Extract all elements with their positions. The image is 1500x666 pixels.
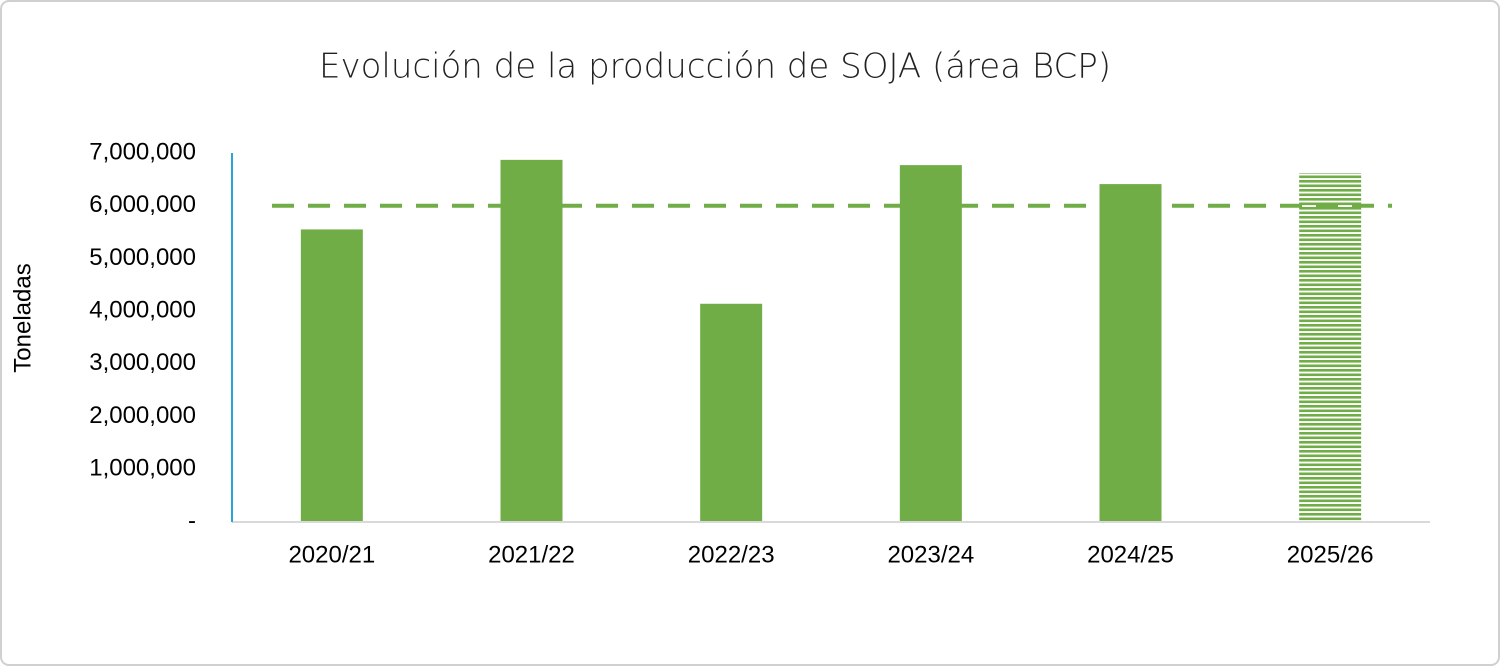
- y-tick-label: 5,000,000: [89, 244, 196, 271]
- bar: [899, 165, 962, 523]
- bar: [300, 229, 363, 522]
- y-tick-label: 2,000,000: [89, 402, 196, 429]
- x-tick-label: 2021/22: [488, 541, 575, 568]
- y-tick-label: 7,000,000: [89, 138, 196, 165]
- bar: [1299, 173, 1362, 522]
- y-tick-label: -: [188, 507, 196, 534]
- y-tick-label: 4,000,000: [89, 296, 196, 323]
- x-tick-label: 2025/26: [1287, 541, 1374, 568]
- bar: [700, 303, 763, 522]
- chart-title: Evolución de la producción de SOJA (área…: [319, 47, 1111, 87]
- y-tick-label: 3,000,000: [89, 349, 196, 376]
- bar: [1099, 184, 1162, 522]
- x-tick-label: 2024/25: [1087, 541, 1174, 568]
- x-tick-label: 2022/23: [688, 541, 775, 568]
- bar: [500, 159, 563, 523]
- x-tick-label: 2023/24: [887, 541, 974, 568]
- y-axis-label: Toneladas: [9, 263, 36, 372]
- y-tick-label: 1,000,000: [89, 455, 196, 482]
- y-tick-label: 6,000,000: [89, 191, 196, 218]
- x-tick-label: 2020/21: [288, 541, 375, 568]
